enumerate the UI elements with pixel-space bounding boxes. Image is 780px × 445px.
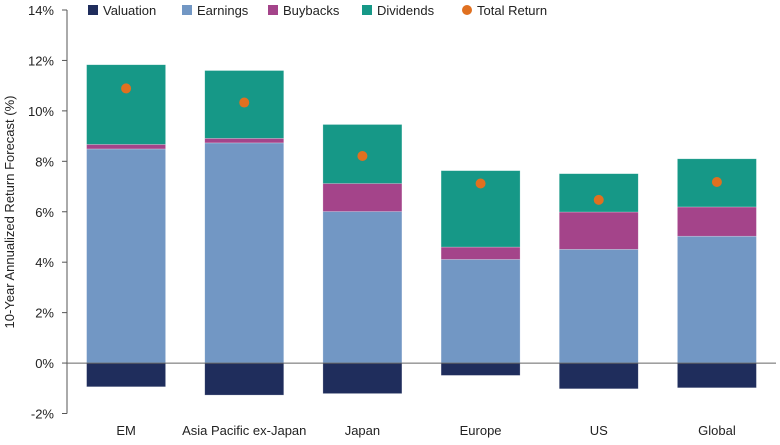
bar-valuation-1 [204,362,285,396]
y-tick-label: 6% [35,205,54,220]
bar-valuation-5 [677,362,757,389]
bar-earnings-4 [558,249,639,364]
x-tick-label: Europe [460,423,502,438]
total-return-point-3 [475,178,486,189]
legend-label: Dividends [377,3,435,18]
x-tick-label: EM [116,423,136,438]
x-axis: EM Asia Pacific ex-Japan Japan Europe US Glob… [67,362,776,438]
legend-marker-valuation [88,5,98,15]
legend: Valuation Earnings Buybacks Dividends Total … [88,3,547,18]
bar-earnings-2 [322,211,403,364]
bar-buybacks-2 [322,183,403,212]
bar-earnings-3 [440,259,521,364]
y-axis-label: 10-Year Annualized Return Forecast (%) [2,96,17,329]
legend-marker-dividends [362,5,372,15]
legend-label: Valuation [103,3,156,18]
total-return-point-1 [239,97,250,108]
bar-valuation-2 [322,362,403,394]
y-axis: -2% 0% 2% 4% 6% 8% 10% 12% 14% [28,3,68,422]
bar-dividends-3 [440,170,521,248]
bar-dividends-0 [86,64,166,145]
legend-marker-earnings [182,5,192,15]
bar-buybacks-5 [677,206,757,237]
y-tick-label: 2% [35,306,54,321]
bar-valuation-0 [86,362,166,388]
y-tick-label: 4% [35,255,54,270]
y-tick-label: 0% [35,356,54,371]
bars [86,64,757,396]
y-tick-label: -2% [31,407,55,422]
total-return-point-0 [121,83,132,94]
y-tick-label: 8% [35,154,54,169]
legend-marker-total-return [462,5,472,15]
total-return-point-5 [711,176,722,187]
bar-buybacks-4 [558,211,639,250]
bar-buybacks-1 [204,138,285,144]
bar-valuation-4 [558,362,639,390]
x-tick-label: US [590,423,608,438]
legend-marker-buybacks [268,5,278,15]
x-tick-label: Japan [345,423,380,438]
x-tick-label: Global [698,423,736,438]
total-return-point-4 [593,194,604,205]
x-tick-label: Asia Pacific ex-Japan [182,423,306,438]
legend-label: Earnings [197,3,249,18]
y-tick-label: 14% [28,3,54,18]
legend-label: Buybacks [283,3,340,18]
bar-earnings-1 [204,142,285,364]
bar-earnings-0 [86,148,166,364]
y-tick-label: 10% [28,104,54,119]
legend-label: Total Return [477,3,547,18]
y-tick-label: 12% [28,53,54,68]
total-return-point-2 [357,151,368,162]
bar-earnings-5 [677,235,757,364]
bar-dividends-4 [558,173,639,213]
bar-buybacks-3 [440,246,521,260]
bar-buybacks-0 [86,144,166,150]
bar-valuation-3 [440,362,521,376]
